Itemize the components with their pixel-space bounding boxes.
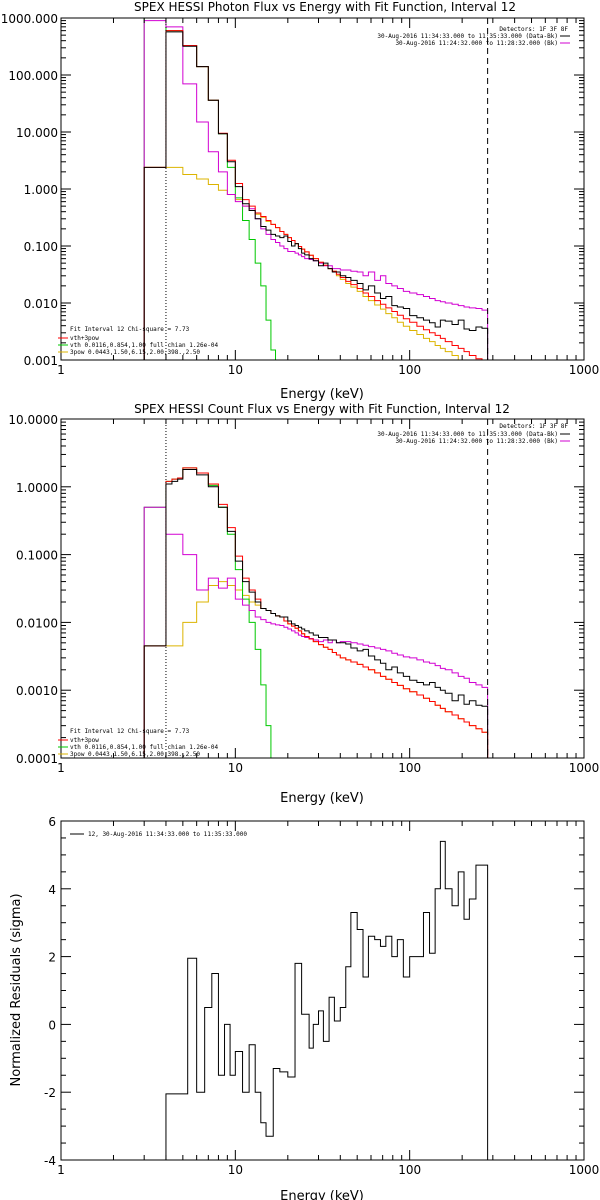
photon-flux-series-data [143, 31, 489, 360]
photon-flux-ytick-label: 0.100 [24, 240, 58, 254]
photon-flux-xtick-label: 10 [228, 363, 243, 377]
residuals-xtick-label: 100 [398, 1163, 421, 1177]
photon-flux-plot-body: 1 10 100 1000 0.001 0.010 0.100 1.000 10.000 100.… [1, 12, 600, 377]
residuals-frame [60, 820, 585, 1161]
residuals-ytick-label: 4 [48, 883, 56, 897]
photon-flux-ytick-label: 1000.000 [1, 12, 58, 26]
count-flux-detectors-label: Detectors: 1F 3F 8F [499, 423, 568, 430]
count-flux-xtick-label: 1000 [569, 761, 600, 775]
photon-flux-title: SPEX HESSI Photon Flux vs Energy with Fi… [134, 0, 516, 14]
count-flux-series-data [143, 468, 489, 758]
count-flux-title: SPEX HESSI Count Flux vs Energy with Fit… [134, 402, 510, 416]
count-flux-data-interval: 30-Aug-2016 11:34:33.000 to 11:35:33.000… [377, 431, 558, 438]
count-flux-ytick-label: 1.0000 [16, 481, 58, 495]
photon-flux-detectors-label: Detectors: 1F 3F 8F [499, 26, 568, 33]
photon-flux-panel: SPEX HESSI Photon Flux vs Energy with Fi… [1, 0, 600, 402]
photon-flux-data-interval: 30-Aug-2016 11:34:33.000 to 11:35:33.000… [377, 33, 558, 40]
photon-flux-xtick-label: 1 [57, 363, 65, 377]
photon-flux-legend-label-1: vth+3pow [70, 335, 99, 342]
residuals-legend-label: 12, 30-Aug-2016 11:34:33.000 to 11:35:33… [88, 831, 247, 838]
count-flux-x-axis-label: Energy (keV) [280, 791, 364, 806]
count-flux-series-3pow [143, 581, 489, 758]
count-flux-xtick-label: 1 [57, 761, 65, 775]
photon-flux-fit-header: Fit Interval 12 Chi-square = 7.73 [70, 326, 190, 333]
residuals-ytick-label: 2 [48, 951, 56, 965]
count-flux-series-group [143, 419, 489, 758]
photon-flux-series-group [143, 18, 489, 360]
count-flux-ytick-label: 0.0010 [16, 684, 58, 698]
count-flux-bk-interval: 30-Aug-2016 11:24:32.000 to 11:28:32.000… [395, 438, 558, 445]
count-flux-fit-header: Fit Interval 12 Chi-square = 7.73 [70, 728, 190, 735]
count-flux-frame [60, 418, 585, 759]
residuals-y-axis-label: Normalized Residuals (sigma) [9, 893, 24, 1086]
photon-flux-ytick-label: 100.000 [8, 69, 58, 83]
count-flux-series-vth-3pow [143, 467, 489, 758]
photon-flux-ytick-label: 10.000 [16, 126, 58, 140]
photon-flux-x-axis-label: Energy (keV) [280, 387, 364, 402]
photon-flux-ytick-label: 0.010 [24, 297, 58, 311]
residuals-xtick-label: 10 [228, 1163, 243, 1177]
residuals-ytick-label: -4 [44, 1154, 56, 1168]
count-flux-xtick-label: 10 [228, 761, 243, 775]
photon-flux-legend-label-2: vth 0.0116,0.854,1.00 full chian 1.26e-0… [70, 342, 218, 349]
photon-flux-legend-label-3: 3pow 0.0443,1.50,6.15,2.00,398.,2.50 [70, 349, 200, 356]
photon-flux-xtick-label: 1000 [569, 363, 600, 377]
photon-flux-series-background [143, 20, 489, 360]
residuals-x-axis-label: Energy (keV) [280, 1189, 364, 1200]
count-flux-panel: SPEX HESSI Count Flux vs Energy with Fit… [8, 402, 599, 806]
photon-flux-bk-interval: 30-Aug-2016 11:24:32.000 to 11:28:32.000… [395, 40, 558, 47]
count-flux-xtick-label: 100 [398, 761, 421, 775]
photon-flux-ytick-label: 1.000 [24, 183, 58, 197]
count-flux-ytick-label: 10.0000 [8, 413, 58, 427]
count-flux-plot-body: 1 10 100 1000 0.0001 0.0010 0.0100 0.1000 1.0000… [8, 413, 600, 775]
photon-flux-series-vth-3pow [143, 30, 483, 360]
residuals-xtick-label: 1000 [569, 1163, 600, 1177]
photon-flux-ytick-label: 0.001 [24, 354, 58, 368]
count-flux-ytick-label: 0.0001 [16, 752, 58, 766]
residuals-panel: 1 10 100 1000 -4 -2 0 2 4 6 12, 30-Aug-2016 11:34… [9, 815, 599, 1200]
residuals-series-12- [165, 840, 489, 1160]
residuals-ytick-label: -2 [44, 1086, 56, 1100]
count-flux-legend-label-3: 3pow 0.0443,1.50,6.15,2.00,398.,2.50 [70, 751, 200, 758]
count-flux-legend-label-2: vth 0.0116,0.854,1.00 full chian 1.26e-0… [70, 744, 218, 751]
count-flux-ytick-label: 0.1000 [16, 549, 58, 563]
photon-flux-frame [60, 17, 585, 361]
residuals-ytick-label: 0 [48, 1018, 56, 1032]
residuals-ytick-label: 6 [48, 815, 56, 829]
photon-flux-xtick-label: 100 [398, 363, 421, 377]
residuals-series-group [165, 840, 489, 1160]
count-flux-legend-label-1: vth+3pow [70, 737, 99, 744]
residuals-xtick-label: 1 [57, 1163, 65, 1177]
count-flux-ytick-label: 0.0100 [16, 616, 58, 630]
residuals-plot-body: 1 10 100 1000 -4 -2 0 2 4 6 [44, 815, 599, 1177]
